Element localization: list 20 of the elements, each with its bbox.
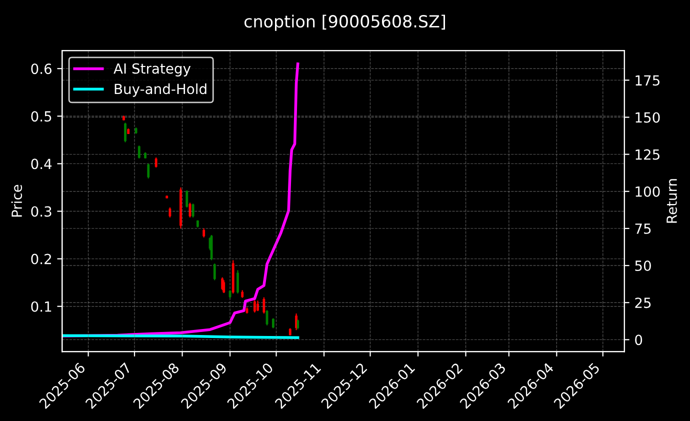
y-tick-label: 0.2 xyxy=(31,254,51,264)
y-tick-label: 0.4 xyxy=(31,158,52,170)
y2-tick-label: 175 xyxy=(636,75,660,86)
chart-title: cnoption [90005608.SZ] xyxy=(244,14,445,31)
y-tick-label: 0.1 xyxy=(31,301,52,312)
y2-tick-label: 150 xyxy=(636,112,660,123)
candlestick xyxy=(166,195,168,199)
y-tick-label: 0.6 xyxy=(31,64,52,74)
y2-tick-label: 75 xyxy=(635,224,651,234)
legend-label: AI Strategy xyxy=(114,63,191,76)
y2-tick-label: 50 xyxy=(635,260,651,272)
y2-tick-label: 100 xyxy=(636,186,660,197)
y2-tick-label: 0 xyxy=(635,334,642,346)
y-tick-label: 0.5 xyxy=(31,111,52,122)
legend-label: Buy-and-Hold xyxy=(114,83,206,97)
y-axis-title: Price xyxy=(11,184,22,217)
y2-axis-title: Return xyxy=(666,179,677,223)
y2-tick-label: 25 xyxy=(635,298,651,308)
y-tick-label: 0.3 xyxy=(31,206,52,217)
y2-tick-label: 125 xyxy=(636,149,660,160)
